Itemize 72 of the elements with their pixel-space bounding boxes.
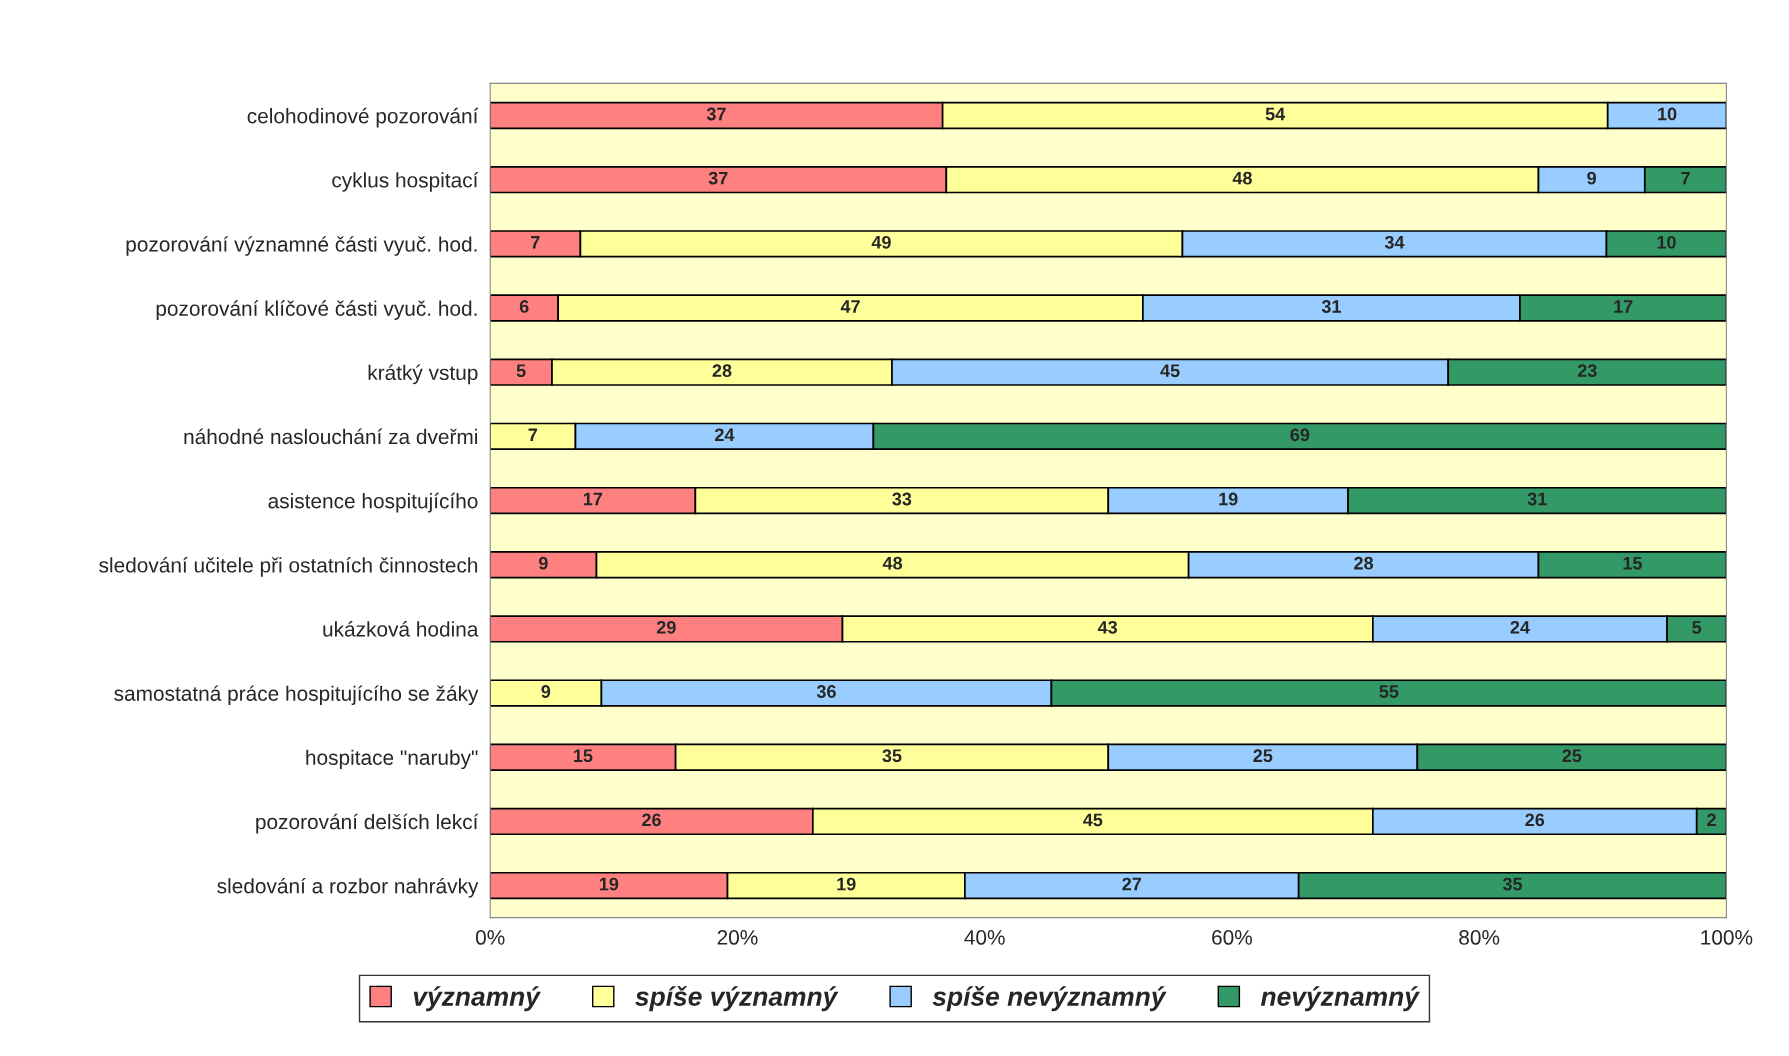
data-label: 9 — [541, 685, 551, 698]
data-label: 48 — [882, 556, 903, 570]
data-label: 15 — [1623, 556, 1642, 570]
data-label: 36 — [816, 685, 836, 698]
y-tick-label: ukázková hodina — [323, 621, 479, 637]
y-tick-label: náhodné naslouchání za dveřmi — [184, 428, 477, 445]
data-label: 10 — [1657, 235, 1676, 249]
x-tick-label: 0% — [475, 930, 505, 945]
data-label: 47 — [840, 300, 860, 313]
y-tick-label: celohodinové pozorování — [247, 107, 479, 128]
data-label: 35 — [1502, 877, 1523, 891]
data-label: 48 — [1232, 171, 1252, 185]
data-label: 2 — [1707, 813, 1716, 827]
data-label: 7 — [1681, 171, 1690, 185]
data-label: 26 — [1525, 813, 1545, 827]
data-label: 17 — [1614, 300, 1633, 313]
data-label: 24 — [1510, 620, 1530, 634]
legend-label: spíše nevýznamný — [932, 985, 1167, 1012]
y-tick-label: asistence hospitujícího — [268, 492, 478, 513]
data-label: 19 — [1219, 492, 1238, 506]
data-label: 10 — [1658, 107, 1677, 121]
y-tick-label: samostatná práce hospitujícího se žáky — [114, 685, 479, 706]
data-label: 43 — [1097, 620, 1118, 634]
data-label: 31 — [1321, 300, 1341, 313]
data-label: 69 — [1290, 428, 1310, 442]
data-label: 27 — [1122, 877, 1142, 891]
legend-label: nevýznamný — [1260, 986, 1420, 1012]
y-tick-label: pozorování klíčové části vyuč. hod. — [156, 300, 477, 321]
data-label: 19 — [837, 877, 856, 891]
data-label: 9 — [538, 556, 548, 570]
data-label: 25 — [1253, 749, 1273, 763]
y-tick-label: cyklus hospitací — [332, 172, 479, 192]
data-label: 5 — [516, 364, 526, 378]
data-label: 28 — [1354, 556, 1374, 570]
data-label: 33 — [892, 492, 912, 506]
y-tick-label: krátký vstup — [368, 364, 478, 385]
data-label: 37 — [708, 171, 728, 185]
legend-label: spíše významný — [635, 985, 839, 1012]
y-tick-label: sledování a rozbor nahrávky — [217, 877, 479, 898]
data-label: 45 — [1160, 364, 1180, 378]
y-tick-label: pozorování významné části vyuč. hod. — [126, 236, 477, 256]
data-label: 34 — [1384, 235, 1405, 249]
y-tick-label: pozorování delších lekcí — [256, 813, 479, 834]
data-label: 23 — [1577, 364, 1597, 378]
data-label: 37 — [706, 107, 726, 121]
data-label: 6 — [519, 300, 529, 313]
data-label: 17 — [583, 492, 603, 506]
data-label: 25 — [1562, 749, 1582, 763]
data-label: 19 — [599, 877, 619, 891]
data-label: 49 — [871, 235, 891, 249]
data-label: 45 — [1083, 813, 1103, 827]
data-label: 31 — [1527, 492, 1547, 506]
data-label: 9 — [1587, 171, 1596, 185]
data-label: 24 — [715, 428, 735, 442]
x-tick-label: 20% — [717, 930, 758, 945]
x-tick-label: 60% — [1212, 930, 1253, 945]
x-tick-label: 40% — [964, 930, 1005, 945]
data-label: 26 — [642, 813, 661, 827]
x-tick-label: 80% — [1459, 930, 1500, 945]
legend-label: významný — [413, 986, 542, 1012]
data-label: 15 — [574, 749, 593, 763]
data-label: 28 — [712, 364, 732, 378]
data-label: 55 — [1379, 685, 1399, 698]
data-label: 35 — [882, 749, 902, 763]
x-tick-label: 100% — [1701, 930, 1753, 945]
y-tick-label: hospitace "naruby" — [306, 749, 478, 770]
data-label: 7 — [531, 236, 540, 249]
data-label: 29 — [656, 620, 676, 634]
y-tick-label: sledování učitele při ostatních činnostech — [99, 557, 478, 577]
data-label: 7 — [528, 428, 538, 442]
data-label: 54 — [1265, 107, 1286, 121]
data-label: 5 — [1692, 621, 1702, 634]
